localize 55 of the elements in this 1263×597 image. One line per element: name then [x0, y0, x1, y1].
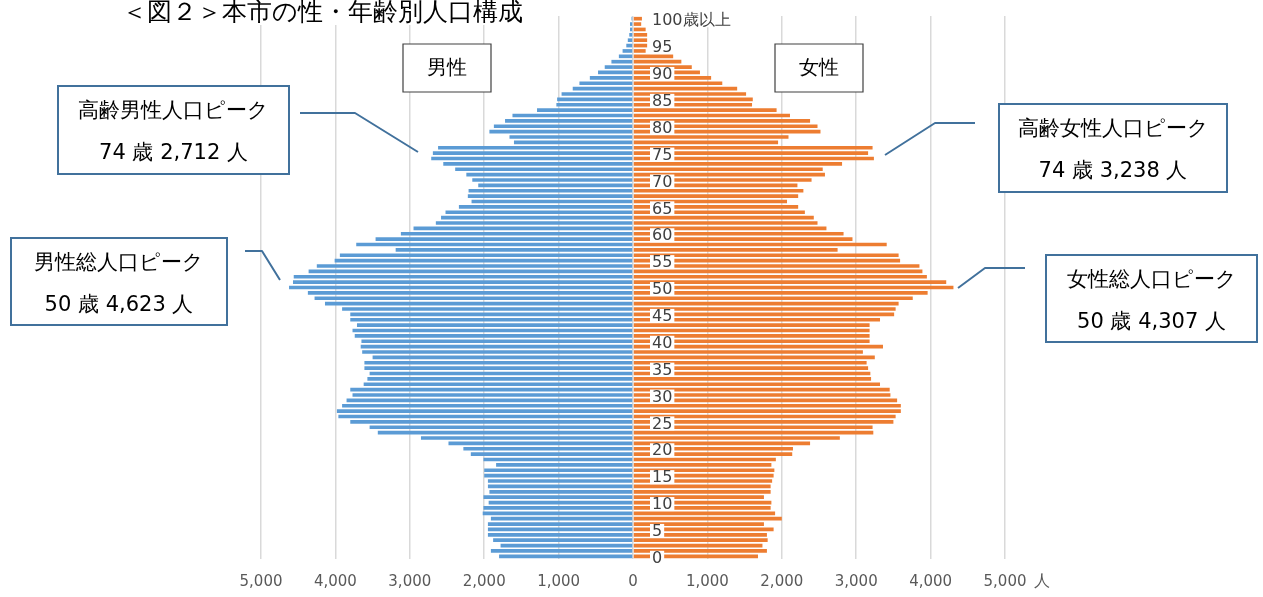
x-tick-label: 1,000	[685, 571, 729, 590]
y-tick-label: 30	[652, 386, 673, 406]
bar	[561, 92, 633, 96]
bar	[362, 350, 633, 354]
x-tick-label: 2,000	[760, 571, 804, 590]
text: 高齢女性人口ピーク 74 歳 3,238 人	[998, 103, 1228, 193]
y-tick-label: 60	[652, 225, 673, 245]
text: 女性総人口ピーク 50 歳 4,307 人	[1045, 254, 1258, 343]
x-tick-label: 1,000	[537, 571, 581, 590]
y-tick-label: 85	[652, 90, 673, 110]
x-tick-label: 0	[628, 571, 638, 590]
bar	[472, 178, 633, 182]
x-tick-label: 2,000	[462, 571, 506, 590]
y-tick-label: 0	[652, 547, 663, 567]
y-tick-label: 90	[652, 64, 673, 84]
x-tick-label: 5,000	[239, 571, 283, 590]
y-tick-label: 10	[652, 494, 673, 514]
y-tick-label: 25	[652, 413, 673, 433]
y-tick-label: 15	[652, 467, 673, 487]
bar	[630, 22, 633, 26]
x-tick-label: 3,000	[834, 571, 878, 590]
bar	[352, 393, 633, 397]
bar	[435, 221, 633, 225]
x-tick-label: 4,000	[909, 571, 953, 590]
x-tick-label: 5,000	[983, 571, 1027, 590]
text: 男性総人口ピーク 50 歳 4,623 人	[10, 237, 228, 326]
y-tick-label: 50	[652, 279, 673, 299]
y-tick-label: 55	[652, 252, 673, 272]
y-tick-label: 65	[652, 198, 673, 218]
bar	[342, 307, 633, 311]
y-tick-label: 5	[652, 521, 663, 541]
y-tick-label: 80	[652, 117, 673, 137]
bar	[633, 135, 789, 139]
y-tick-label: 40	[652, 332, 673, 352]
y-tick-label: 100歳以上	[652, 10, 731, 30]
bar	[633, 221, 818, 225]
x-tick-label: 4,000	[313, 571, 357, 590]
x-axis-title: 人	[1034, 571, 1050, 591]
x-tick-label: 3,000	[388, 571, 432, 590]
annotation: 高齢男性人口ピーク 74 歳 2,712 人	[57, 85, 290, 175]
y-tick-label: 20	[652, 440, 673, 460]
y-tick-label: 35	[652, 359, 673, 379]
series-label: 女性	[799, 55, 839, 80]
text: 男性	[427, 55, 467, 80]
y-tick-label: 70	[652, 171, 673, 191]
bar	[509, 135, 633, 139]
y-tick-label: 45	[652, 306, 673, 326]
bar	[487, 479, 633, 483]
y-tick-label: 75	[652, 144, 673, 164]
y-tick-label: 95	[652, 37, 673, 57]
bar	[316, 264, 633, 268]
bar	[633, 436, 840, 440]
bar	[633, 350, 863, 354]
bar	[633, 92, 747, 96]
bar	[420, 436, 633, 440]
